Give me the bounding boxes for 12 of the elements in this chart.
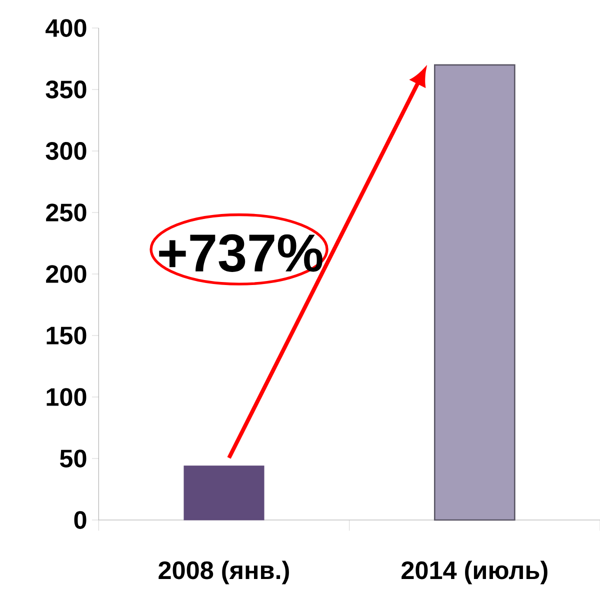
y-tick-label: 350: [46, 80, 86, 98]
y-tick-label: 50: [60, 450, 86, 468]
x-tick-label: 2014 (июль): [402, 560, 548, 584]
y-tick-label: 400: [46, 19, 86, 37]
y-tick-label: 100: [46, 388, 86, 406]
y-tick-label: 0: [74, 511, 86, 529]
y-tick-label: 150: [46, 326, 86, 344]
y-tick-label: 300: [46, 142, 86, 160]
y-tick-label: 200: [46, 265, 86, 283]
annotation: +737%: [159, 234, 322, 272]
y-tick-label: 250: [46, 204, 86, 222]
x-tick-label: 2008 (янв.): [158, 560, 289, 584]
